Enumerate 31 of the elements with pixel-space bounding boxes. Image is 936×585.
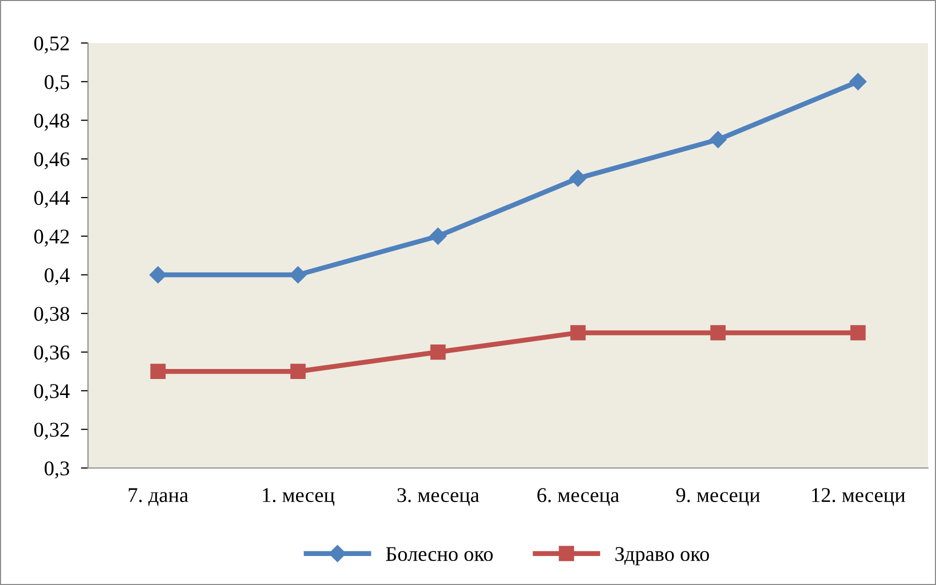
x-tick-label: 1. месец: [262, 488, 334, 506]
y-tick-label: 0,34: [34, 384, 70, 402]
point: [570, 325, 586, 340]
point: [150, 364, 166, 380]
y-tick-label: 0,32: [34, 422, 69, 440]
y-tick-label: 0,46: [34, 152, 70, 170]
y-tick-label: 0,42: [34, 230, 69, 247]
legend-label: Болесно око: [386, 547, 493, 562]
x-tick-label: 12. месеци: [812, 488, 906, 506]
point: [290, 364, 306, 380]
point: [850, 325, 866, 340]
point: [289, 266, 307, 284]
y-tick-label: 0,4: [44, 268, 70, 286]
y-tick-label: 0,3: [44, 461, 70, 478]
y-tick-label: 0,5: [44, 75, 70, 92]
x-tick-label: 9. месеци: [676, 488, 760, 506]
x-tick-label: 3. месеца: [398, 488, 480, 506]
point: [849, 73, 867, 90]
legend-label: Здраво око: [615, 547, 709, 566]
x-tick-label: 6. месеца: [537, 488, 620, 506]
point: [709, 131, 727, 148]
point: [569, 170, 587, 187]
point: [710, 325, 726, 340]
point: [429, 228, 447, 245]
y-tick-label: 0,38: [34, 306, 70, 324]
y-tick-label: 0,48: [34, 114, 70, 131]
x-tick-label: 7. дана: [128, 488, 188, 506]
y-tick-label: 0,44: [34, 190, 70, 208]
y-tick-label: 0,36: [34, 345, 70, 363]
y-tick-label: 0,52: [34, 36, 69, 54]
point: [430, 344, 446, 360]
